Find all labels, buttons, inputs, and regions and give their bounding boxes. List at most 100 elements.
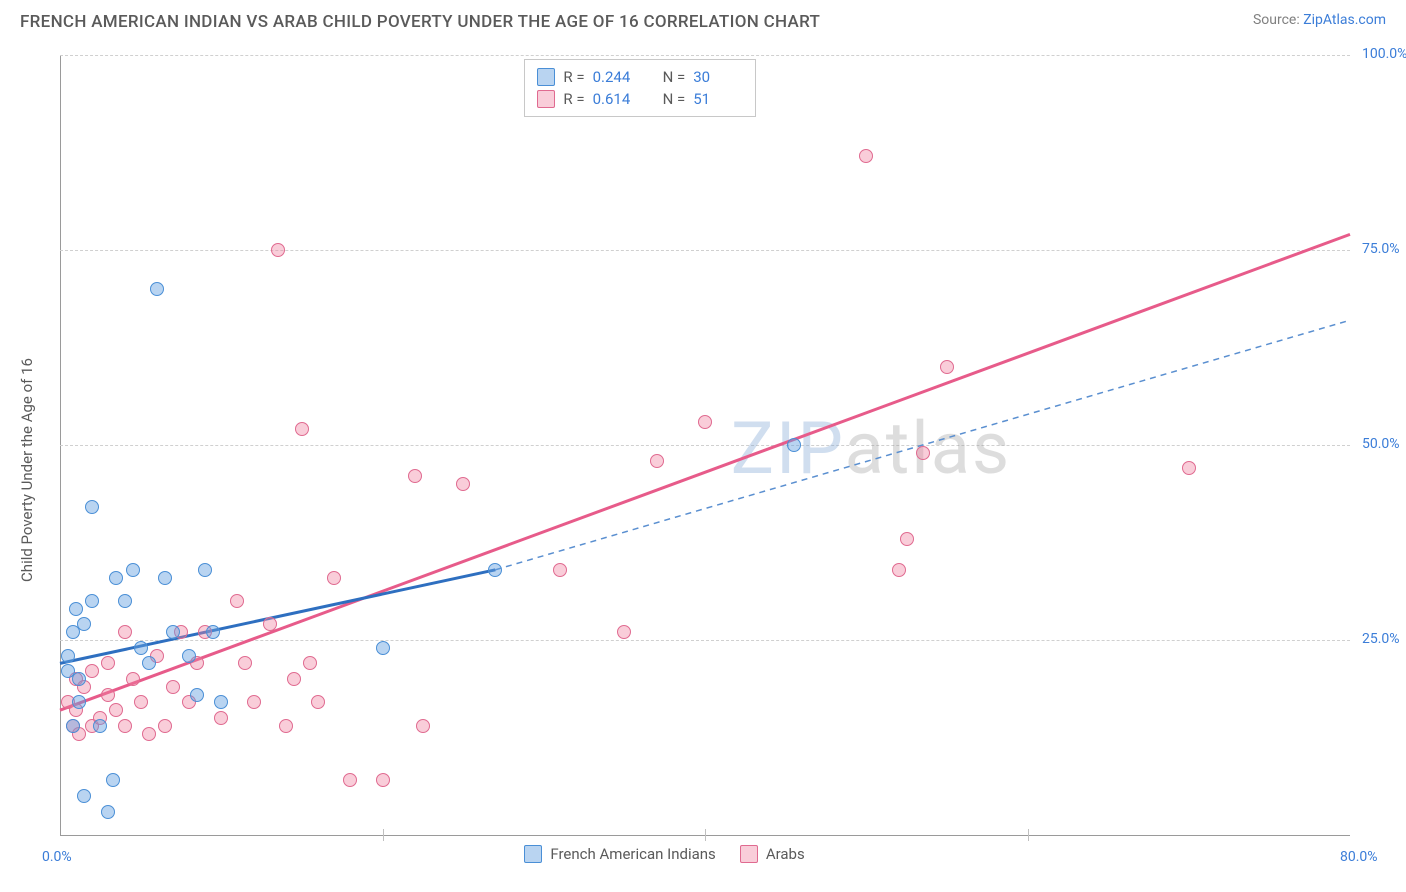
data-point: [892, 563, 906, 577]
data-point: [900, 532, 914, 546]
chart-title: FRENCH AMERICAN INDIAN VS ARAB CHILD POV…: [20, 12, 820, 32]
data-point: [214, 695, 228, 709]
data-point: [134, 641, 148, 655]
data-point: [61, 649, 75, 663]
x-split-tick: [705, 829, 706, 841]
data-point: [376, 773, 390, 787]
y-tick-label: 75.0%: [1362, 241, 1400, 257]
legend-label: Arabs: [766, 845, 805, 863]
plot-area: 25.0%50.0%75.0%100.0%0.0%80.0%ZIPatlas: [60, 55, 1350, 835]
regression-line-arabs: [60, 234, 1350, 710]
y-tick-label: 100.0%: [1362, 46, 1406, 62]
data-point: [456, 477, 470, 491]
bottom-legend: French American Indians Arabs: [524, 845, 804, 863]
source-prefix: Source:: [1253, 12, 1303, 28]
grid-line: [60, 445, 1350, 446]
data-point: [101, 805, 115, 819]
x-tick-label: 80.0%: [1340, 849, 1378, 865]
data-point: [166, 625, 180, 639]
x-tick-label: 0.0%: [42, 849, 72, 865]
data-point: [166, 680, 180, 694]
regression-line-french-solid: [60, 570, 495, 664]
data-point: [109, 703, 123, 717]
data-point: [66, 719, 80, 733]
data-point: [279, 719, 293, 733]
r-value: 0.614: [593, 90, 643, 108]
data-point: [940, 360, 954, 374]
legend-label: French American Indians: [550, 845, 715, 863]
data-point: [85, 664, 99, 678]
data-point: [77, 789, 91, 803]
info-row: R = 0.244 N = 30: [537, 66, 743, 88]
data-point: [106, 773, 120, 787]
legend-swatch: [740, 845, 758, 863]
data-point: [376, 641, 390, 655]
data-point: [408, 469, 422, 483]
data-point: [118, 594, 132, 608]
data-point: [142, 727, 156, 741]
grid-line: [60, 640, 1350, 641]
n-value: 51: [693, 90, 743, 108]
data-point: [698, 415, 712, 429]
data-point: [118, 625, 132, 639]
data-point: [101, 688, 115, 702]
source-attribution: Source: ZipAtlas.com: [1253, 12, 1386, 28]
legend-item: Arabs: [740, 845, 805, 863]
data-point: [77, 617, 91, 631]
data-point: [263, 617, 277, 631]
data-point: [198, 563, 212, 577]
data-point: [118, 719, 132, 733]
data-point: [206, 625, 220, 639]
data-point: [142, 656, 156, 670]
data-point: [158, 571, 172, 585]
data-point: [617, 625, 631, 639]
data-point: [69, 602, 83, 616]
data-point: [72, 672, 86, 686]
data-point: [126, 672, 140, 686]
legend-item: French American Indians: [524, 845, 715, 863]
data-point: [327, 571, 341, 585]
n-value: 30: [693, 68, 743, 86]
legend-swatch: [537, 90, 555, 108]
data-point: [787, 438, 801, 452]
info-row: R = 0.614 N = 51: [537, 88, 743, 110]
source-link[interactable]: ZipAtlas.com: [1303, 12, 1386, 28]
data-point: [553, 563, 567, 577]
data-point: [230, 594, 244, 608]
x-split-tick: [383, 829, 384, 841]
data-point: [158, 719, 172, 733]
data-point: [295, 422, 309, 436]
data-point: [190, 688, 204, 702]
data-point: [214, 711, 228, 725]
y-axis-label: Child Poverty Under the Age of 16: [18, 358, 36, 582]
data-point: [343, 773, 357, 787]
data-point: [416, 719, 430, 733]
data-point: [916, 446, 930, 460]
r-label: R =: [563, 90, 584, 108]
legend-swatch: [524, 845, 542, 863]
data-point: [85, 500, 99, 514]
data-point: [287, 672, 301, 686]
data-point: [488, 563, 502, 577]
data-point: [1182, 461, 1196, 475]
data-point: [247, 695, 261, 709]
y-tick-label: 25.0%: [1362, 631, 1400, 647]
y-tick-label: 50.0%: [1362, 436, 1400, 452]
data-point: [85, 594, 99, 608]
data-point: [109, 571, 123, 585]
n-label: N =: [663, 68, 686, 86]
r-label: R =: [563, 68, 584, 86]
data-point: [311, 695, 325, 709]
r-value: 0.244: [593, 68, 643, 86]
correlation-info-box: R = 0.244 N = 30 R = 0.614 N = 51: [524, 59, 756, 117]
data-point: [101, 656, 115, 670]
watermark: ZIPatlas: [731, 406, 1011, 491]
data-point: [303, 656, 317, 670]
data-point: [150, 282, 164, 296]
data-point: [271, 243, 285, 257]
data-point: [134, 695, 148, 709]
data-point: [126, 563, 140, 577]
data-point: [859, 149, 873, 163]
data-point: [238, 656, 252, 670]
n-label: N =: [663, 90, 686, 108]
